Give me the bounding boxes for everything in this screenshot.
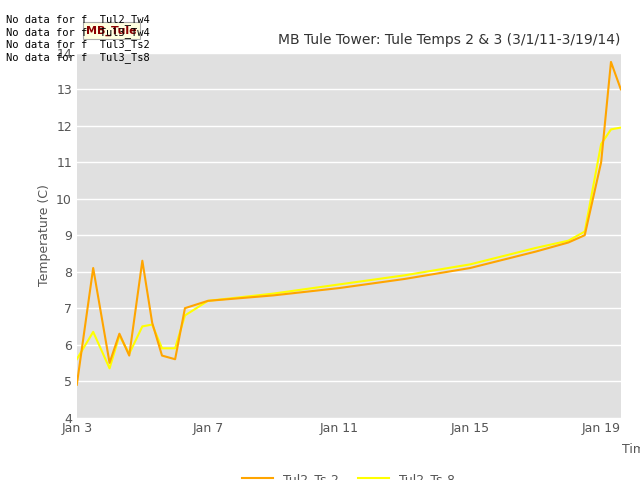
Y-axis label: Temperature (C): Temperature (C)	[38, 184, 51, 286]
Tul2_Ts-2	[269, 292, 277, 298]
Tul2_Ts-2	[564, 240, 572, 245]
Tul2_Ts-8	[148, 322, 156, 327]
Tul2_Ts-8	[581, 228, 589, 234]
Tul2_Ts-8	[106, 365, 113, 371]
Tul2_Ts-2	[73, 382, 81, 388]
Tul2_Ts-2	[158, 353, 166, 359]
Tul2_Ts-8	[181, 312, 189, 318]
Text: MB Tule Tower: Tule Temps 2 & 3 (3/1/11-3/19/14): MB Tule Tower: Tule Temps 2 & 3 (3/1/11-…	[278, 34, 621, 48]
Text: No data for f  Tul2_Tw4
No data for f  Tul3_Tw4
No data for f  Tul3_Ts2
No data : No data for f Tul2_Tw4 No data for f Tul…	[6, 14, 150, 63]
Tul2_Ts-8	[532, 245, 540, 251]
Tul2_Ts-2	[466, 265, 474, 271]
Legend: Tul2_Ts-2, Tul2_Ts-8: Tul2_Ts-2, Tul2_Ts-8	[237, 468, 460, 480]
Tul2_Ts-8	[73, 356, 81, 362]
Tul2_Ts-8	[138, 324, 146, 329]
Tul2_Ts-8	[269, 291, 277, 297]
Tul2_Ts-2	[138, 258, 146, 264]
Tul2_Ts-2	[106, 360, 113, 366]
Tul2_Ts-8	[564, 238, 572, 243]
Text: MB_Tule: MB_Tule	[86, 25, 137, 36]
Tul2_Ts-2	[172, 356, 179, 362]
Tul2_Ts-2	[617, 86, 625, 92]
Tul2_Ts-8	[401, 273, 408, 278]
Tul2_Ts-8	[90, 329, 97, 335]
Tul2_Ts-8	[617, 125, 625, 131]
Tul2_Ts-2	[204, 298, 212, 304]
Tul2_Ts-8	[116, 333, 124, 338]
Tul2_Ts-2	[116, 331, 124, 336]
Line: Tul2_Ts-2: Tul2_Ts-2	[77, 62, 621, 385]
Tul2_Ts-2	[401, 276, 408, 282]
Tul2_Ts-8	[158, 346, 166, 351]
Tul2_Ts-8	[607, 127, 615, 132]
Tul2_Ts-8	[172, 346, 179, 351]
Tul2_Ts-2	[335, 285, 343, 291]
Tul2_Ts-8	[335, 282, 343, 288]
Tul2_Ts-8	[597, 141, 605, 147]
Tul2_Ts-8	[466, 262, 474, 267]
Tul2_Ts-2	[597, 159, 605, 165]
Tul2_Ts-2	[532, 249, 540, 254]
Tul2_Ts-2	[581, 232, 589, 238]
Tul2_Ts-8	[125, 351, 133, 357]
Line: Tul2_Ts-8: Tul2_Ts-8	[77, 128, 621, 368]
Tul2_Ts-2	[181, 305, 189, 311]
Tul2_Ts-2	[90, 265, 97, 271]
Tul2_Ts-2	[125, 353, 133, 359]
Tul2_Ts-2	[607, 59, 615, 65]
X-axis label: Time: Time	[621, 443, 640, 456]
Tul2_Ts-8	[204, 298, 212, 304]
Tul2_Ts-2	[148, 320, 156, 325]
